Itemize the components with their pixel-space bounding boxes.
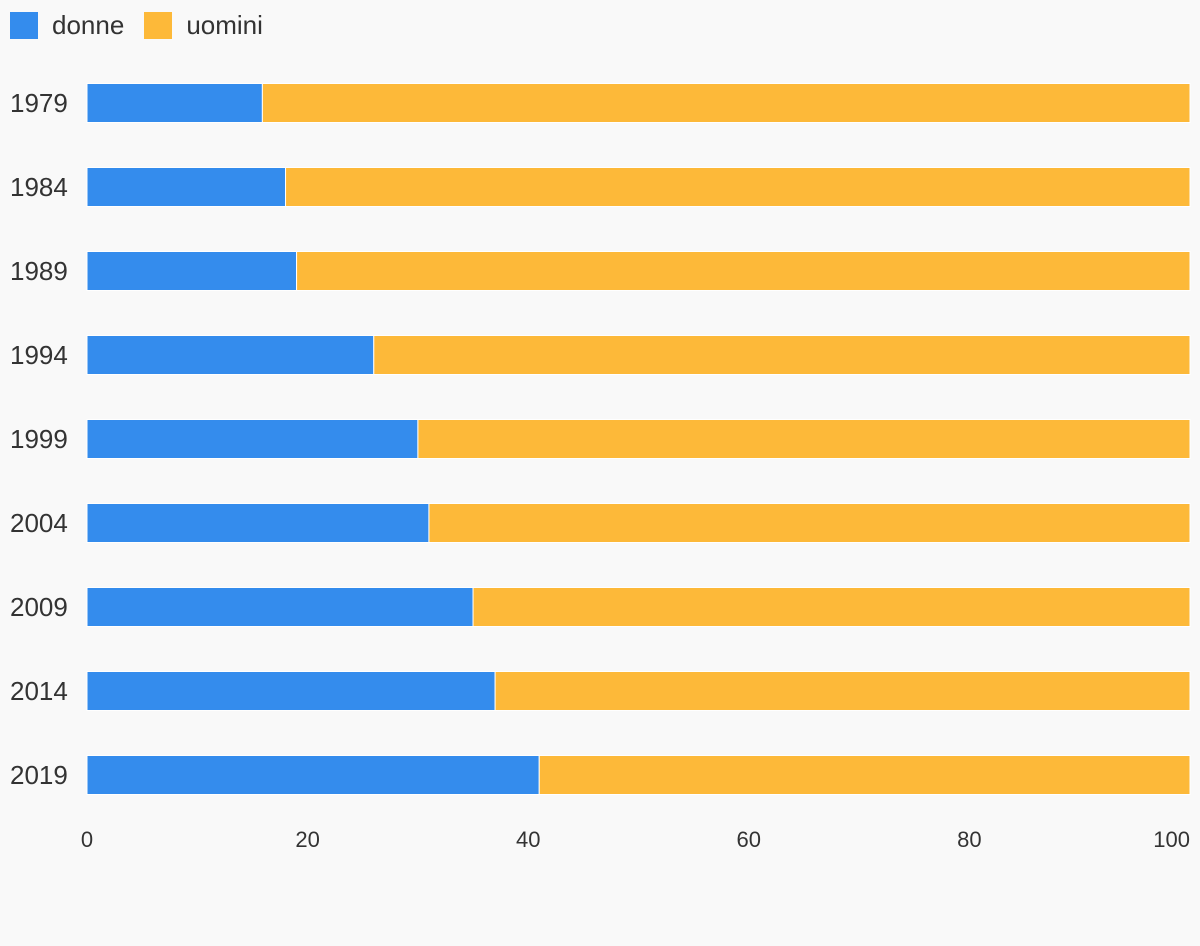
bar-donne-1984: [86, 167, 287, 207]
bar-uomini-2009: [472, 587, 1191, 627]
bar-donne-2019: [86, 755, 540, 795]
bar-uomini-1979: [261, 83, 1191, 123]
x-tick-label-100: 100: [1153, 827, 1190, 852]
bar-donne-1994: [86, 335, 375, 375]
x-tick-label-20: 20: [295, 827, 319, 852]
bar-donne-1989: [86, 251, 298, 291]
bar-uomini-1994: [373, 335, 1191, 375]
x-tick-label-40: 40: [516, 827, 540, 852]
chart-legend: donne uomini: [10, 10, 283, 40]
x-tick-label-0: 0: [81, 827, 93, 852]
bar-uomini-1989: [296, 251, 1191, 291]
bar-uomini-2019: [538, 755, 1191, 795]
category-label-2004: 2004: [10, 508, 68, 538]
category-label-1979: 1979: [10, 88, 68, 118]
bar-uomini-2004: [428, 503, 1191, 543]
category-label-2019: 2019: [10, 760, 68, 790]
bar-uomini-1984: [285, 167, 1191, 207]
category-label-1994: 1994: [10, 340, 68, 370]
bar-donne-2014: [86, 671, 496, 711]
x-tick-label-60: 60: [737, 827, 761, 852]
x-tick-label-80: 80: [957, 827, 981, 852]
legend-label-donne: donne: [52, 10, 125, 40]
category-label-2014: 2014: [10, 676, 68, 706]
bar-uomini-1999: [417, 419, 1191, 459]
category-label-1989: 1989: [10, 256, 68, 286]
bar-donne-2009: [86, 587, 474, 627]
category-label-1984: 1984: [10, 172, 68, 202]
bar-donne-1999: [86, 419, 419, 459]
bar-donne-2004: [86, 503, 430, 543]
bar-donne-1979: [86, 83, 263, 123]
legend-swatch-uomini: [144, 11, 173, 39]
legend-swatch-donne: [10, 11, 38, 39]
legend-item-donne: donne: [10, 10, 124, 40]
legend-label-uomini: uomini: [186, 10, 263, 40]
category-label-2009: 2009: [10, 592, 68, 622]
legend-item-uomini: uomini: [144, 10, 263, 40]
bar-uomini-2014: [494, 671, 1191, 711]
category-label-1999: 1999: [10, 424, 68, 454]
